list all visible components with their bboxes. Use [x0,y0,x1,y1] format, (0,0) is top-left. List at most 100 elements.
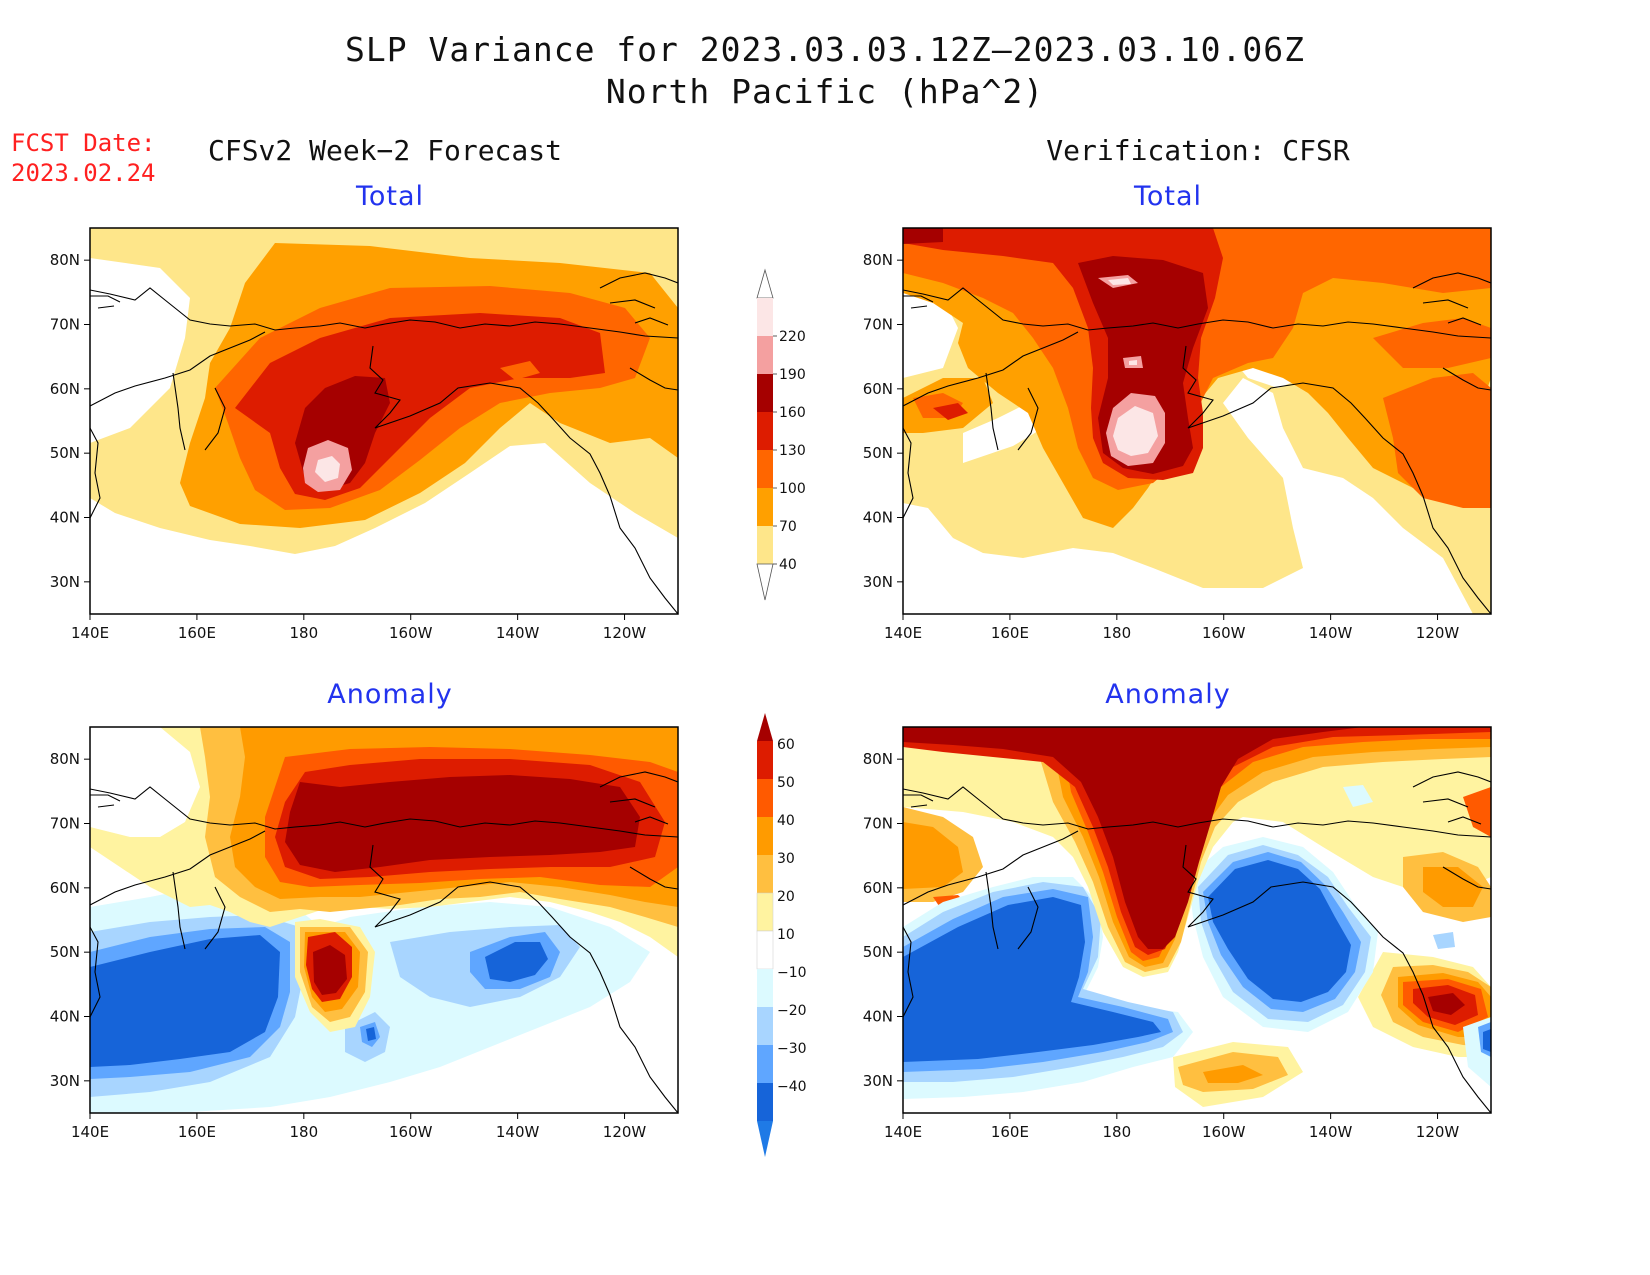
colorbar-label: 190 [779,367,806,383]
map-frame [89,726,679,1114]
panel-title-fcst-total: Total [355,181,425,212]
map-panel-verification-anomaly: 140E 160E 180 160W 140W 120W 80N 70N 60N 50N 40N 30… [863,726,1492,1141]
colorbar-label: 220 [779,329,806,345]
y-tick-label: 60N [863,380,893,398]
coastlines [90,272,678,614]
y-tick-label: 60N [863,879,893,897]
colorbar-swatch [757,817,773,855]
main-subtitle: North Pacific (hPa^2) [605,72,1045,111]
colorbar-bottom-arrow [756,563,774,601]
coastlines [90,771,678,1113]
x-tick-label: 180 [1102,1123,1131,1141]
colorbar-label: −40 [777,1079,807,1095]
x-tick-label: 180 [289,624,318,642]
axis-ticks: 140E 160E 180 160W 140W 120W 80N 70N 60N 50N 40N 30… [863,750,1460,1141]
colorbar-anomaly: 60 50 40 30 20 10 −10 −20 −30 −40 [756,713,807,1157]
x-tick-label: 160W [1202,1123,1246,1141]
y-tick-label: 70N [50,316,80,334]
x-tick-label: 160W [389,624,433,642]
colorbar-label: 40 [779,557,797,573]
forecast-date-value: 2023.02.24 [11,159,156,187]
y-tick-label: 60N [50,380,80,398]
axis-ticks: 140E 160E 180 160W 140W 120W 80N 70N 60N 50N 40N 30… [50,750,647,1141]
colorbar-label: 100 [779,481,806,497]
y-tick-label: 80N [863,750,893,768]
y-tick-label: 80N [50,750,80,768]
y-tick-label: 60N [50,879,80,897]
colorbar-swatch [757,412,773,450]
left-column-title: CFSv2 Week−2 Forecast [207,134,562,167]
y-tick-label: 40N [50,1008,80,1026]
x-tick-label: 120W [603,1123,647,1141]
y-tick-label: 70N [50,815,80,833]
colorbar-label: −20 [777,1003,807,1019]
colorbar-swatch [757,488,773,526]
y-tick-label: 30N [863,1072,893,1090]
x-tick-label: 120W [1416,1123,1460,1141]
colorbar-label: 40 [777,813,795,829]
coastlines [903,272,1491,614]
x-tick-label: 140W [1309,1123,1353,1141]
contour-fill-layer [90,727,678,1113]
y-tick-label: 40N [50,509,80,527]
map-panel-forecast-total: 140E 160E 180 160W 140W 120W 80N 70N 60N 50N 40N 30… [50,227,679,642]
colorbar-swatch [757,1007,773,1045]
contour-fill-layer [90,228,678,614]
colorbar-swatch [757,526,773,564]
colorbar-swatch [757,298,773,336]
contour-fill-layer [903,228,1491,614]
colorbar-swatch [757,450,773,488]
x-tick-label: 140W [1309,624,1353,642]
y-tick-label: 30N [50,573,80,591]
axis-ticks: 140E 160E 180 160W 140W 120W 80N 70N 60N 50N 40N 30… [863,251,1460,642]
colorbar-swatch [757,1083,773,1121]
y-tick-label: 50N [863,943,893,961]
y-tick-label: 30N [863,573,893,591]
map-panel-forecast-anomaly: 140E 160E 180 160W 140W 120W 80N 70N 60N 50N 40N 30… [50,726,679,1141]
x-tick-label: 120W [603,624,647,642]
colorbar-label: 10 [777,927,795,943]
panel-title-fcst-anomaly: Anomaly [327,679,453,710]
x-tick-label: 140E [71,624,109,642]
colorbar-label: 50 [777,775,795,791]
forecast-date-label: FCST Date: [11,129,156,157]
map-frame [902,726,1492,1114]
y-tick-label: 50N [50,943,80,961]
x-tick-label: 160E [178,1123,216,1141]
colorbar-top-arrow [756,268,774,299]
colorbar-swatch [757,741,773,779]
y-tick-label: 80N [863,251,893,269]
x-tick-label: 180 [289,1123,318,1141]
panel-title-verif-anomaly: Anomaly [1105,679,1231,710]
map-frame [902,227,1492,615]
colorbar-label: 160 [779,405,806,421]
colorbar-swatch [757,374,773,412]
x-tick-label: 140W [496,624,540,642]
y-tick-label: 80N [50,251,80,269]
x-tick-label: 160E [991,624,1029,642]
colorbar-label: −30 [777,1041,807,1057]
colorbar-swatch [757,969,773,1007]
y-tick-label: 40N [863,1008,893,1026]
right-column-title: Verification: CFSR [1046,134,1350,167]
colorbar-label: 70 [779,519,797,535]
colorbar-top-arrow [757,713,773,741]
contour-fill-layer [903,727,1491,1113]
x-tick-label: 140E [71,1123,109,1141]
x-tick-label: 140E [884,1123,922,1141]
map-frame [89,227,679,615]
colorbar-swatch [757,779,773,817]
x-tick-label: 180 [1102,624,1131,642]
colorbar-label: 20 [777,889,795,905]
map-panel-verification-total: 140E 160E 180 160W 140W 120W 80N 70N 60N 50N 40N 30… [863,227,1492,642]
coastlines [903,771,1491,1113]
x-tick-label: 140E [884,624,922,642]
x-tick-label: 160W [389,1123,433,1141]
colorbar-total: 220 190 160 130 100 70 40 [756,268,806,601]
colorbar-label: 130 [779,443,806,459]
x-tick-label: 140W [496,1123,540,1141]
y-tick-label: 50N [50,444,80,462]
y-tick-label: 30N [50,1072,80,1090]
x-tick-label: 160E [991,1123,1029,1141]
axis-ticks: 140E 160E 180 160W 140W 120W 80N 70N 60N 50N 40N 30… [50,251,647,642]
